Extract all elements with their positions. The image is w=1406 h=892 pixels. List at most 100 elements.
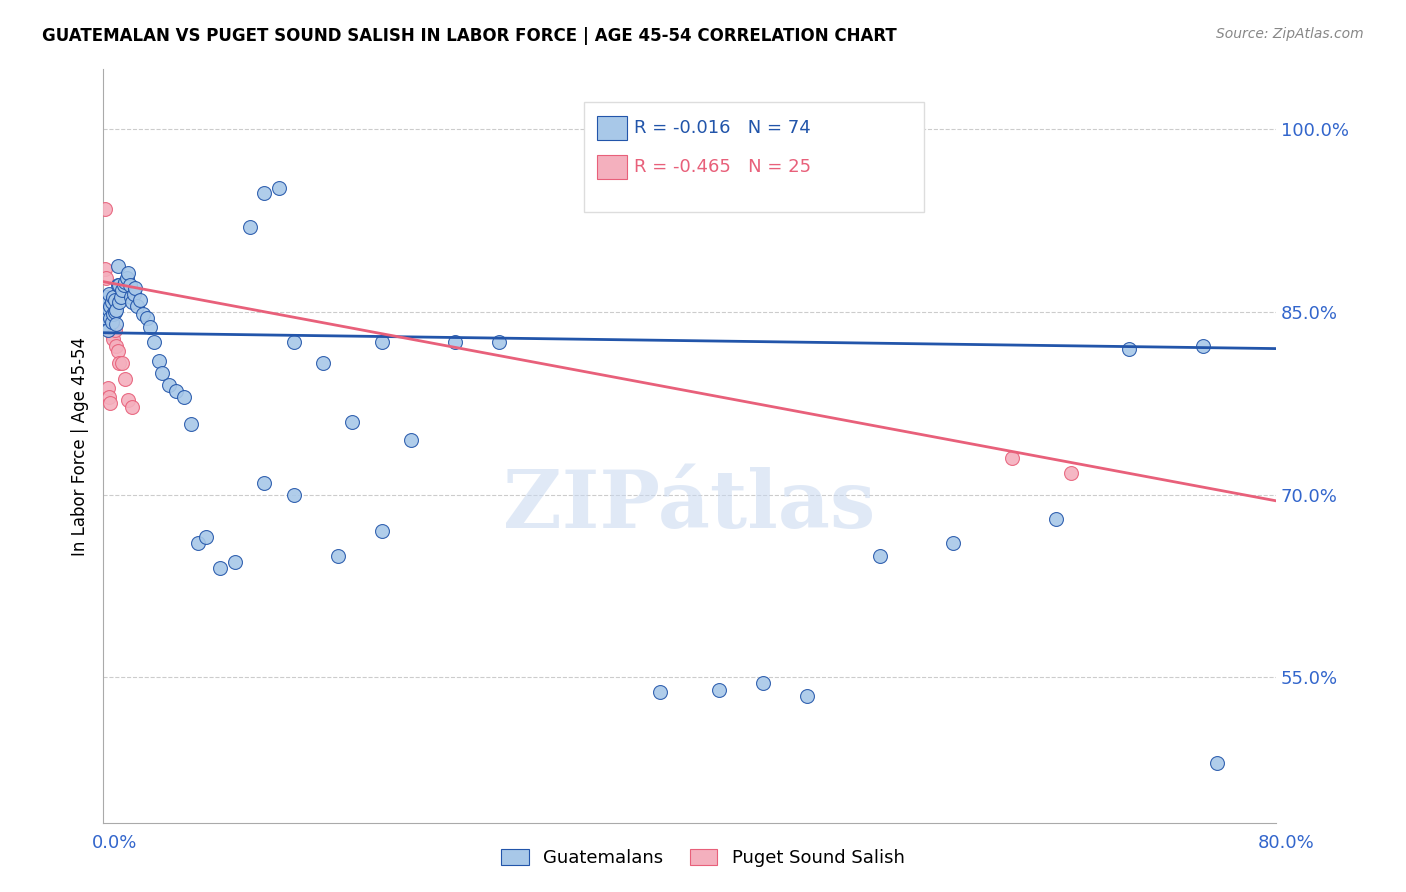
Point bbox=[1045, 512, 1067, 526]
Point bbox=[869, 549, 891, 563]
Point bbox=[98, 295, 121, 310]
Y-axis label: In Labor Force | Age 45-54: In Labor Force | Age 45-54 bbox=[72, 336, 89, 556]
Point bbox=[103, 290, 125, 304]
Point bbox=[100, 308, 122, 322]
Point bbox=[100, 299, 122, 313]
Point bbox=[105, 339, 128, 353]
Text: 0.0%: 0.0% bbox=[91, 834, 136, 852]
Point bbox=[98, 390, 121, 404]
Point bbox=[1118, 342, 1140, 356]
Text: R = -0.016   N = 74: R = -0.016 N = 74 bbox=[634, 120, 811, 137]
Point bbox=[942, 536, 965, 550]
FancyBboxPatch shape bbox=[583, 103, 924, 212]
Text: GUATEMALAN VS PUGET SOUND SALISH IN LABOR FORCE | AGE 45-54 CORRELATION CHART: GUATEMALAN VS PUGET SOUND SALISH IN LABO… bbox=[42, 27, 897, 45]
Point bbox=[101, 326, 124, 341]
Point bbox=[108, 278, 131, 293]
Point bbox=[114, 372, 136, 386]
Point bbox=[124, 281, 146, 295]
Point bbox=[104, 293, 127, 307]
Point bbox=[209, 561, 232, 575]
Point bbox=[1001, 451, 1024, 466]
Point bbox=[104, 323, 127, 337]
Point bbox=[98, 308, 121, 322]
Point bbox=[488, 335, 510, 350]
Point bbox=[96, 295, 118, 310]
Point bbox=[107, 278, 129, 293]
Point bbox=[707, 682, 730, 697]
Point bbox=[115, 271, 138, 285]
Point bbox=[118, 278, 141, 293]
Legend: Guatemalans, Puget Sound Salish: Guatemalans, Puget Sound Salish bbox=[494, 841, 912, 874]
Point bbox=[94, 290, 117, 304]
Point bbox=[136, 311, 159, 326]
Point bbox=[267, 181, 290, 195]
Point bbox=[114, 275, 136, 289]
Text: ZIPátlas: ZIPátlas bbox=[503, 467, 876, 545]
Point bbox=[128, 293, 150, 307]
Point bbox=[94, 271, 117, 285]
Point bbox=[96, 295, 118, 310]
Point bbox=[132, 308, 155, 322]
Point bbox=[108, 295, 131, 310]
Point bbox=[107, 259, 129, 273]
FancyBboxPatch shape bbox=[598, 155, 627, 179]
Point bbox=[111, 283, 134, 297]
Point bbox=[650, 685, 672, 699]
Point bbox=[98, 286, 121, 301]
Point bbox=[752, 676, 775, 690]
Point bbox=[101, 315, 124, 329]
Point bbox=[103, 308, 125, 322]
Point bbox=[101, 317, 124, 331]
Point bbox=[108, 356, 131, 370]
Point bbox=[370, 335, 392, 350]
Text: 80.0%: 80.0% bbox=[1258, 834, 1315, 852]
FancyBboxPatch shape bbox=[598, 116, 627, 140]
Point bbox=[110, 290, 132, 304]
Point bbox=[94, 311, 117, 326]
Point bbox=[1206, 756, 1229, 770]
Point bbox=[165, 384, 187, 399]
Point bbox=[224, 555, 246, 569]
Point bbox=[94, 290, 117, 304]
Point bbox=[117, 266, 139, 280]
Point bbox=[239, 219, 262, 234]
Point bbox=[121, 295, 143, 310]
Point bbox=[96, 323, 118, 337]
Point bbox=[150, 366, 173, 380]
Point bbox=[93, 299, 115, 313]
Point bbox=[1060, 466, 1083, 480]
Point bbox=[342, 415, 364, 429]
Point bbox=[399, 433, 422, 447]
Point bbox=[101, 295, 124, 310]
Point bbox=[444, 335, 467, 350]
Point bbox=[96, 305, 118, 319]
Point bbox=[100, 396, 122, 410]
Point bbox=[93, 202, 115, 216]
Point bbox=[120, 290, 142, 304]
Point bbox=[283, 488, 305, 502]
Point bbox=[796, 689, 818, 703]
Point bbox=[100, 311, 122, 326]
Point bbox=[326, 549, 349, 563]
Point bbox=[104, 305, 127, 319]
Point bbox=[96, 308, 118, 322]
Point bbox=[105, 317, 128, 331]
Point bbox=[157, 378, 180, 392]
Point bbox=[139, 319, 162, 334]
Point bbox=[125, 299, 148, 313]
Point bbox=[187, 536, 209, 550]
Point bbox=[253, 475, 276, 490]
Point bbox=[111, 356, 134, 370]
Point bbox=[112, 278, 135, 293]
Point bbox=[93, 262, 115, 277]
Point bbox=[96, 380, 118, 394]
Point bbox=[253, 186, 276, 200]
Point bbox=[370, 524, 392, 539]
Point bbox=[180, 417, 202, 431]
Point bbox=[107, 344, 129, 359]
Point bbox=[194, 530, 217, 544]
Point bbox=[122, 286, 145, 301]
Point bbox=[1191, 339, 1213, 353]
Point bbox=[148, 353, 170, 368]
Point bbox=[173, 390, 195, 404]
